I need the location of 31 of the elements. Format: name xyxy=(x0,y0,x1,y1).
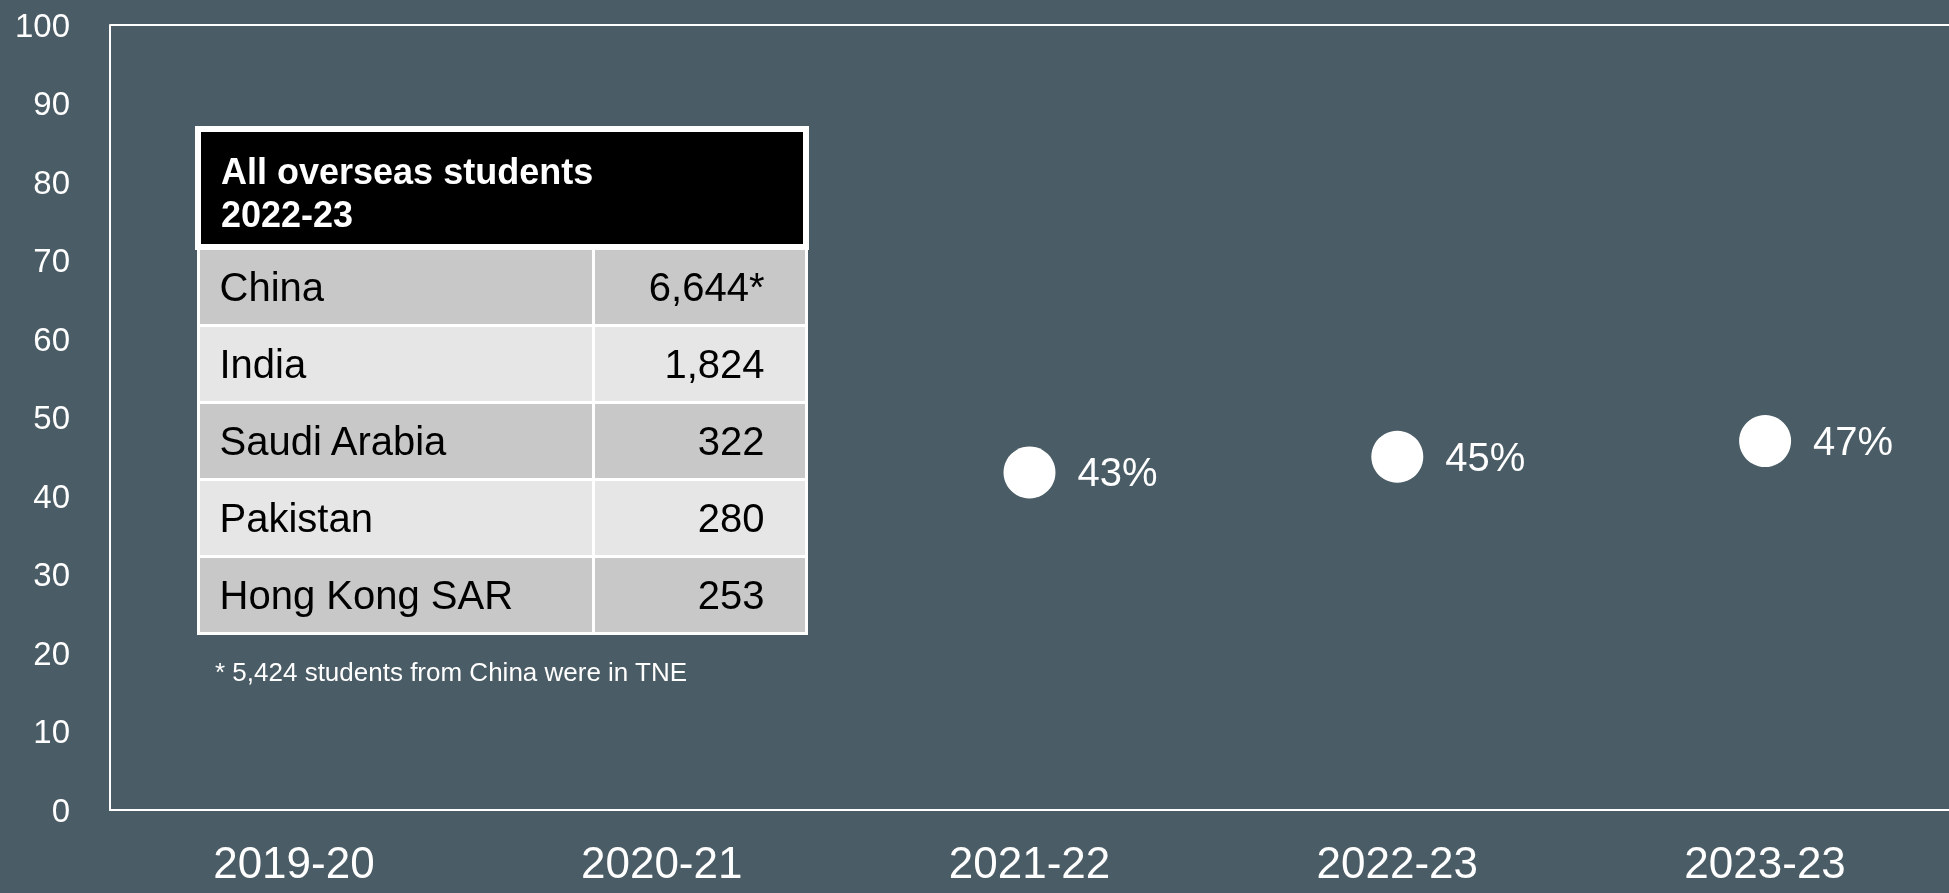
x-tick-label: 2019-20 xyxy=(213,837,375,887)
x-tick-label: 2023-23 xyxy=(1684,837,1846,887)
text: 322 xyxy=(697,418,765,463)
category-label: Pakistan xyxy=(198,479,593,557)
x-tick-label: 2022-23 xyxy=(1316,837,1479,887)
y-tick-label: 30 xyxy=(33,556,70,593)
x-tick-label: 2020-21 xyxy=(580,837,743,887)
category-label: Hong Kong SAR xyxy=(198,556,593,634)
y-tick-label: 40 xyxy=(33,477,70,515)
text: 1,824 xyxy=(664,341,765,386)
text: 280 xyxy=(697,495,765,540)
category-label: India xyxy=(198,325,593,403)
annotation: * 5,424 students from China were in TNE xyxy=(214,657,689,689)
category-label: China xyxy=(198,247,593,326)
text: 6,644* xyxy=(648,264,765,309)
text: All overseas students 2022-23 xyxy=(221,150,595,237)
y-tick-label: 50 xyxy=(33,399,70,436)
y-tick-label: 10 xyxy=(33,713,70,750)
y-tick-label: 90 xyxy=(33,85,70,122)
y-tick-label: 60 xyxy=(33,320,70,358)
data-label: 45% xyxy=(1445,434,1526,479)
data-label: 47% xyxy=(1813,419,1894,464)
x-tick-label: 2021-22 xyxy=(948,837,1111,887)
y-tick-label: 70 xyxy=(33,242,70,279)
y-tick-label: 100 xyxy=(14,6,70,44)
data-label: 43% xyxy=(1077,450,1158,495)
y-tick-label: 80 xyxy=(33,163,70,201)
y-tick-label: 0 xyxy=(51,791,70,829)
text: 253 xyxy=(697,572,765,617)
category-label: Saudi Arabia xyxy=(198,402,593,480)
y-tick-label: 20 xyxy=(33,634,70,672)
